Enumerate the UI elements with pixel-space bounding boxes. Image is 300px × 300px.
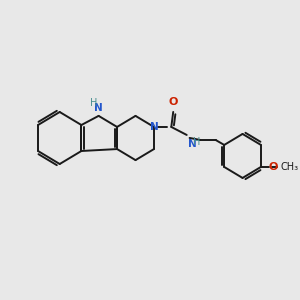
Text: O: O [169,97,178,107]
Text: H: H [90,98,98,108]
Text: O: O [268,162,278,172]
Text: N: N [94,103,103,113]
Text: H: H [194,137,201,147]
Text: N: N [150,122,158,132]
Text: N: N [188,139,197,149]
Text: CH₃: CH₃ [280,162,298,172]
